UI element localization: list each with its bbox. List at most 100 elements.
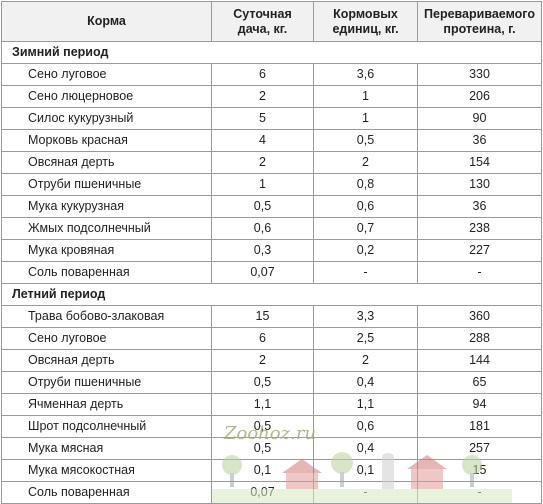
protein-cell: 36 xyxy=(417,129,542,152)
feed-name-cell: Отруби пшеничные xyxy=(1,173,212,196)
feed-units-cell: 0,7 xyxy=(313,217,418,240)
feed-name-cell: Жмых подсолнечный xyxy=(1,217,212,240)
protein-cell: 206 xyxy=(417,85,542,108)
protein-cell: - xyxy=(417,261,542,284)
feed-name-cell: Соль поваренная xyxy=(1,261,212,284)
protein-cell: 65 xyxy=(417,371,542,394)
daily-ration-cell: 0,07 xyxy=(211,261,314,284)
feed-units-cell: 2 xyxy=(313,151,418,174)
table-row: Морковь красная 4 0,5 36 xyxy=(1,129,542,152)
protein-cell: 144 xyxy=(417,349,542,372)
feed-name-cell: Морковь красная xyxy=(1,129,212,152)
table-row: Трава бобово-злаковая 15 3,3 360 xyxy=(1,305,542,328)
section-title: Летний период xyxy=(1,283,542,306)
daily-ration-cell: 4 xyxy=(211,129,314,152)
protein-cell: - xyxy=(417,481,542,504)
feed-name-cell: Соль поваренная xyxy=(1,481,212,504)
feed-units-cell: 0,6 xyxy=(313,415,418,438)
feed-units-cell: 0,8 xyxy=(313,173,418,196)
feed-units-cell: - xyxy=(313,481,418,504)
table-row: Соль поваренная 0,07- - xyxy=(1,481,542,504)
feed-name-cell: Мука кровяная xyxy=(1,239,212,262)
table-row: Мука мясокостная 0,1 0,1 15 xyxy=(1,459,542,482)
protein-cell: 36 xyxy=(417,195,542,218)
protein-cell: 181 xyxy=(417,415,542,438)
daily-ration-cell: 2 xyxy=(211,349,314,372)
feed-name-cell: Мука мясокостная xyxy=(1,459,212,482)
table-row: Мука кровяная 0,3 0,2 227 xyxy=(1,239,542,262)
feed-name-cell: Сено люцерновое xyxy=(1,85,212,108)
daily-ration-cell: 0,5 xyxy=(211,437,314,460)
feed-name-cell: Овсяная дерть xyxy=(1,349,212,372)
feed-units-cell: 2,5 xyxy=(313,327,418,350)
daily-ration-cell: 0,5 xyxy=(211,195,314,218)
header-row: Корма Суточная дача, кг. Кормовых единиц… xyxy=(1,1,542,42)
section-title: Зимний период xyxy=(1,41,542,64)
feed-units-cell: 0,4 xyxy=(313,371,418,394)
feed-name-cell: Сено луговое xyxy=(1,327,212,350)
table-row: Силос кукурузный 5 1 90 xyxy=(1,107,542,130)
header-protein-line1: Перевариваемого xyxy=(424,6,535,21)
header-daily-ration-line1: Суточная xyxy=(233,6,292,21)
daily-ration-cell: 2 xyxy=(211,85,314,108)
feed-name-cell: Силос кукурузный xyxy=(1,107,212,130)
daily-ration-cell: 0,1 xyxy=(211,459,314,482)
feed-units-cell: 0,2 xyxy=(313,239,418,262)
table-row: Мука мясная 0,5 0,4 257 xyxy=(1,437,542,460)
table-row: Ячменная дерть 1,1 1,1 94 xyxy=(1,393,542,416)
table-body: Зимний период Сено луговое 6 3,6 330 Сено люц… xyxy=(1,41,542,504)
section-row: Летний период xyxy=(1,283,542,306)
feed-units-cell: 0,4 xyxy=(313,437,418,460)
table-row: Овсяная дерть 2 2 144 xyxy=(1,349,542,372)
protein-cell: 90 xyxy=(417,107,542,130)
daily-ration-cell: 6 xyxy=(211,63,314,86)
feed-name-cell: Мука кукурузная xyxy=(1,195,212,218)
table-row: Соль поваренная 0,07- - xyxy=(1,261,542,284)
table-row: Сено люцерновое 2 1 206 xyxy=(1,85,542,108)
daily-ration-cell: 1,1 xyxy=(211,393,314,416)
protein-cell: 130 xyxy=(417,173,542,196)
feed-units-cell: 1 xyxy=(313,107,418,130)
table-row: Отруби пшеничные 1 0,8 130 xyxy=(1,173,542,196)
protein-cell: 154 xyxy=(417,151,542,174)
header-protein-line2: протеина, г. xyxy=(443,21,516,36)
feed-units-cell: 1,1 xyxy=(313,393,418,416)
header-feed-units-line1: Кормовых xyxy=(333,6,398,21)
daily-ration-cell: 0,07 xyxy=(211,481,314,504)
feed-units-cell: 3,6 xyxy=(313,63,418,86)
daily-ration-cell: 6 xyxy=(211,327,314,350)
protein-cell: 238 xyxy=(417,217,542,240)
protein-cell: 15 xyxy=(417,459,542,482)
daily-ration-cell: 0,3 xyxy=(211,239,314,262)
feed-units-cell: 1 xyxy=(313,85,418,108)
table-row: Сено луговое 6 2,5 288 xyxy=(1,327,542,350)
section-row: Зимний период xyxy=(1,41,542,64)
feed-name-cell: Шрот подсолнечный xyxy=(1,415,212,438)
table-row: Отруби пшеничные 0,5 0,4 65 xyxy=(1,371,542,394)
protein-cell: 257 xyxy=(417,437,542,460)
feed-units-cell: 0,5 xyxy=(313,129,418,152)
protein-cell: 94 xyxy=(417,393,542,416)
table-row: Мука кукурузная 0,5 0,6 36 xyxy=(1,195,542,218)
feed-name-cell: Трава бобово-злаковая xyxy=(1,305,212,328)
feed-units-cell: 0,1 xyxy=(313,459,418,482)
protein-cell: 360 xyxy=(417,305,542,328)
feed-name-cell: Отруби пшеничные xyxy=(1,371,212,394)
table-row: Жмых подсолнечный 0,6 0,7 238 xyxy=(1,217,542,240)
feed-units-cell: 2 xyxy=(313,349,418,372)
feed-name-cell: Сено луговое xyxy=(1,63,212,86)
feed-units-cell: 3,3 xyxy=(313,305,418,328)
header-feed: Корма xyxy=(1,1,212,42)
daily-ration-cell: 0,6 xyxy=(211,217,314,240)
header-feed-units: Кормовых единиц, кг. xyxy=(313,1,418,42)
header-feed-units-line2: единиц, кг. xyxy=(332,21,399,36)
daily-ration-cell: 15 xyxy=(211,305,314,328)
daily-ration-cell: 2 xyxy=(211,151,314,174)
protein-cell: 330 xyxy=(417,63,542,86)
table-row: Шрот подсолнечный 0,5 0,6 181 xyxy=(1,415,542,438)
daily-ration-cell: 1 xyxy=(211,173,314,196)
daily-ration-cell: 0,5 xyxy=(211,415,314,438)
protein-cell: 288 xyxy=(417,327,542,350)
feed-name-cell: Ячменная дерть xyxy=(1,393,212,416)
